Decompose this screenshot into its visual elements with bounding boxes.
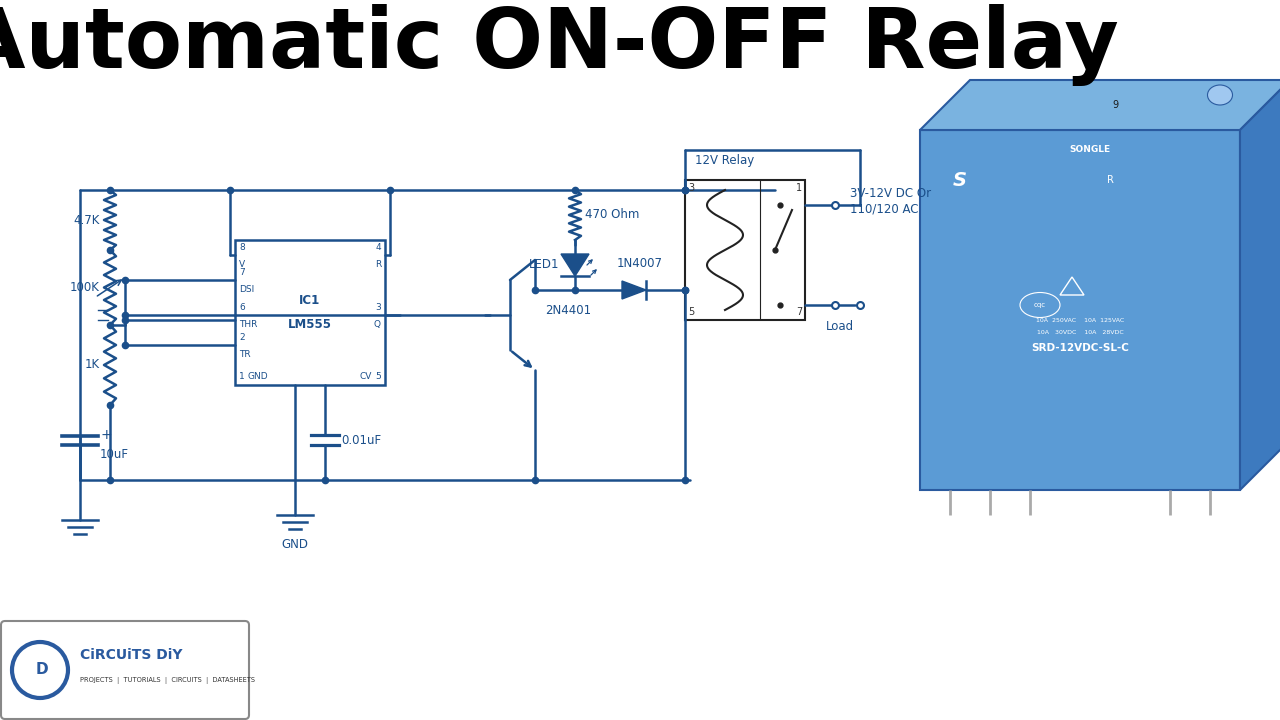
Polygon shape [561, 254, 589, 276]
Text: 3: 3 [375, 303, 381, 312]
Polygon shape [1240, 80, 1280, 490]
Text: 5: 5 [689, 307, 694, 317]
Text: Automatic ON-OFF Relay: Automatic ON-OFF Relay [0, 4, 1119, 86]
Bar [236, 240, 385, 385]
Text: 1: 1 [239, 372, 244, 381]
FancyBboxPatch shape [1, 621, 250, 719]
Text: 110/120 AC: 110/120 AC [850, 202, 919, 215]
Text: V: V [239, 260, 246, 269]
Text: S: S [954, 171, 966, 189]
Text: 1K: 1K [84, 359, 100, 372]
Bar [685, 180, 805, 320]
Text: 470 Ohm: 470 Ohm [585, 209, 640, 222]
Text: SONGLE: SONGLE [1069, 145, 1111, 154]
Text: 5: 5 [375, 372, 380, 381]
Text: D: D [36, 662, 49, 678]
Text: 10A  250VAC    10A  125VAC: 10A 250VAC 10A 125VAC [1036, 318, 1124, 323]
Text: LED1: LED1 [529, 258, 559, 271]
Text: 12V Relay: 12V Relay [695, 154, 754, 167]
Text: LM555: LM555 [288, 318, 332, 331]
Text: 0.01uF: 0.01uF [340, 433, 381, 446]
Text: 8: 8 [239, 243, 244, 252]
Text: 3V-12V DC Or: 3V-12V DC Or [850, 187, 931, 200]
Text: R: R [1107, 175, 1114, 185]
Text: 10uF: 10uF [100, 449, 129, 462]
Text: 3: 3 [689, 183, 694, 193]
Text: 100K: 100K [70, 281, 100, 294]
Text: 4.7K: 4.7K [74, 214, 100, 227]
Text: R: R [375, 260, 381, 269]
Polygon shape [622, 281, 646, 299]
Text: 10A   30VDC    10A   28VDC: 10A 30VDC 10A 28VDC [1037, 330, 1124, 335]
Ellipse shape [1207, 85, 1233, 105]
Text: 1: 1 [796, 183, 803, 193]
Text: 9: 9 [1112, 100, 1117, 110]
Text: 2N4401: 2N4401 [545, 304, 591, 317]
Text: IC1: IC1 [300, 294, 320, 307]
Text: 2: 2 [239, 333, 244, 342]
Text: THR: THR [239, 320, 257, 329]
Text: DSI: DSI [239, 285, 255, 294]
Text: TR: TR [239, 350, 251, 359]
Text: 7: 7 [796, 307, 803, 317]
Text: 7: 7 [239, 268, 244, 277]
Bar [920, 130, 1240, 490]
Polygon shape [920, 80, 1280, 130]
Text: GND: GND [282, 538, 308, 551]
Text: 4: 4 [375, 243, 381, 252]
Text: GND: GND [247, 372, 268, 381]
Text: 6: 6 [239, 303, 244, 312]
Text: Q: Q [374, 320, 381, 329]
Text: 1N4007: 1N4007 [617, 257, 663, 270]
Text: +: + [100, 428, 111, 442]
Text: CiRCUiTS DiY: CiRCUiTS DiY [79, 648, 183, 662]
Text: cqc: cqc [1034, 302, 1046, 308]
Text: CV: CV [360, 372, 372, 381]
Text: PROJECTS  |  TUTORIALS  |  CIRCUITS  |  DATASHEETS: PROJECTS | TUTORIALS | CIRCUITS | DATASH… [79, 677, 255, 683]
Text: Load: Load [826, 320, 854, 333]
Text: SRD-12VDC-SL-C: SRD-12VDC-SL-C [1032, 343, 1129, 353]
